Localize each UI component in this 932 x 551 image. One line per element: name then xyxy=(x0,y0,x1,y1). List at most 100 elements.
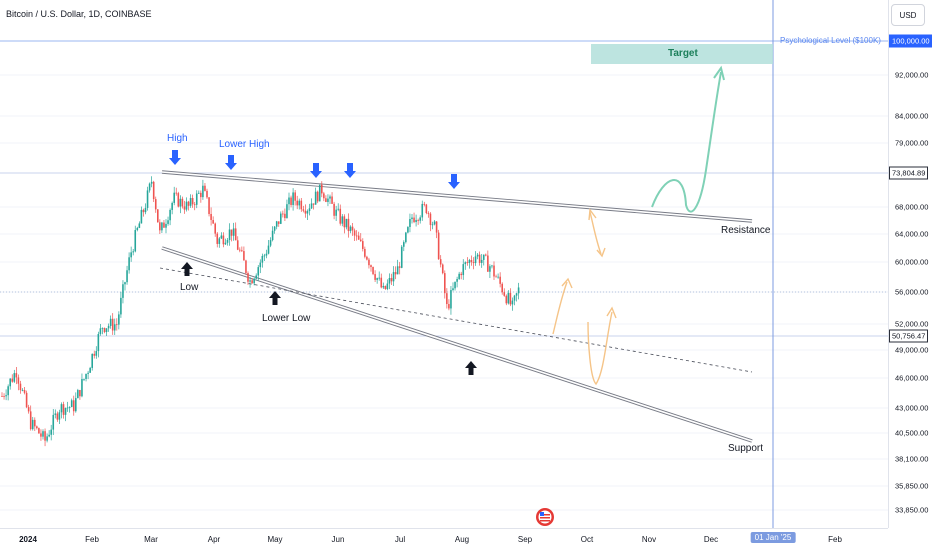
candle-body xyxy=(38,428,40,434)
time-label: Jun xyxy=(331,535,345,544)
price-label: 79,000.00 xyxy=(895,138,929,148)
candle-body xyxy=(335,209,337,216)
label-target: Target xyxy=(668,48,698,59)
black-arrow-lower-low xyxy=(269,291,281,305)
candle-body xyxy=(175,192,178,194)
currency-button[interactable]: USD xyxy=(891,4,925,26)
candle-body xyxy=(210,213,212,221)
candle-body xyxy=(165,223,167,228)
time-label: Nov xyxy=(641,535,657,544)
candle-body xyxy=(208,197,210,214)
candle-body xyxy=(394,272,397,275)
blue-arrow-lower-high xyxy=(225,155,237,170)
candle-body xyxy=(271,230,274,241)
candle-body xyxy=(124,282,126,285)
black-arrow-aug xyxy=(465,361,477,375)
candle-body xyxy=(126,270,128,283)
time-label: Sep xyxy=(517,535,533,544)
candle-body xyxy=(111,318,114,331)
candle-body xyxy=(167,220,169,224)
candle-body xyxy=(148,183,151,191)
candle-body xyxy=(113,324,116,331)
candle-body xyxy=(87,372,89,374)
candle-body xyxy=(384,285,387,290)
candle-body xyxy=(347,218,350,232)
price-label: 35,850.00 xyxy=(895,481,929,491)
candle-body xyxy=(388,278,391,284)
candle-body xyxy=(382,285,385,288)
candle-body xyxy=(27,407,30,412)
candle-body xyxy=(212,220,214,224)
candle-body xyxy=(277,221,280,224)
candle-body xyxy=(157,209,159,223)
candle-body xyxy=(497,276,499,278)
projection-arrow-green[interactable] xyxy=(651,71,722,213)
candle-body xyxy=(339,208,342,224)
candle-body xyxy=(247,273,249,282)
time-label: Feb xyxy=(85,535,99,544)
time-label: Oct xyxy=(580,535,594,544)
candle-body xyxy=(491,265,493,267)
candle-body xyxy=(54,413,57,415)
price-axis[interactable] xyxy=(888,0,932,528)
candle-body xyxy=(253,278,255,284)
candle-body xyxy=(83,378,85,380)
candle-body xyxy=(103,327,106,333)
candle-body xyxy=(355,235,358,237)
candle-body xyxy=(462,264,465,276)
candle-body xyxy=(62,404,65,415)
candle-body xyxy=(122,284,124,298)
candle-body xyxy=(185,201,188,210)
price-label: 92,000.00 xyxy=(895,70,929,80)
candle-body xyxy=(195,193,198,205)
candle-body xyxy=(134,230,137,252)
time-label: Dec xyxy=(703,535,719,544)
dashed-trendline[interactable] xyxy=(159,267,753,373)
candle-body xyxy=(118,314,120,325)
time-axis[interactable] xyxy=(0,528,888,551)
candle-body xyxy=(323,193,325,199)
candle-body xyxy=(216,233,219,244)
candle-body xyxy=(154,199,157,210)
candle-body xyxy=(144,207,147,213)
candle-body xyxy=(495,276,497,278)
candle-body xyxy=(364,248,366,257)
candle-body xyxy=(85,373,87,379)
candle-body xyxy=(234,228,237,241)
chart-canvas[interactable]: Bitcoin / U.S. Dollar, 1D, COINBASE High… xyxy=(0,0,888,528)
candle-body xyxy=(46,436,48,441)
candle-body xyxy=(390,278,393,282)
candle-body xyxy=(70,400,73,408)
candle-body xyxy=(403,242,405,247)
candle-body xyxy=(97,333,100,352)
candle-body xyxy=(56,413,59,420)
candle-body xyxy=(116,324,118,326)
projection-arrow-orange-1[interactable] xyxy=(589,211,602,255)
candle-body xyxy=(42,431,44,437)
candle-body xyxy=(257,267,260,276)
candle-body xyxy=(159,222,161,231)
candle-body xyxy=(226,239,229,243)
us-flag-event-icon[interactable] xyxy=(536,508,554,526)
candle-body xyxy=(493,265,495,277)
candle-body xyxy=(109,318,112,326)
projection-arrow-orange-2[interactable] xyxy=(552,281,568,335)
label-resistance: Resistance xyxy=(721,225,771,236)
symbol-title[interactable]: Bitcoin / U.S. Dollar, 1D, COINBASE xyxy=(6,9,152,19)
candle-body xyxy=(321,184,323,194)
price-label: 68,000.00 xyxy=(895,202,929,212)
candle-body xyxy=(241,250,243,252)
candle-body xyxy=(392,272,395,282)
candle-body xyxy=(202,185,204,198)
target-zone[interactable] xyxy=(591,44,773,64)
candle-body xyxy=(480,259,483,263)
price-tag-low: 50,756.47 xyxy=(889,329,929,343)
projection-arrow-orange-3[interactable] xyxy=(587,311,613,386)
label-high: High xyxy=(167,133,188,144)
candle-body xyxy=(460,273,462,276)
candle-body xyxy=(261,255,264,263)
candle-body xyxy=(425,204,428,214)
candle-body xyxy=(251,280,253,284)
candle-body xyxy=(372,267,374,275)
candle-body xyxy=(431,224,434,226)
